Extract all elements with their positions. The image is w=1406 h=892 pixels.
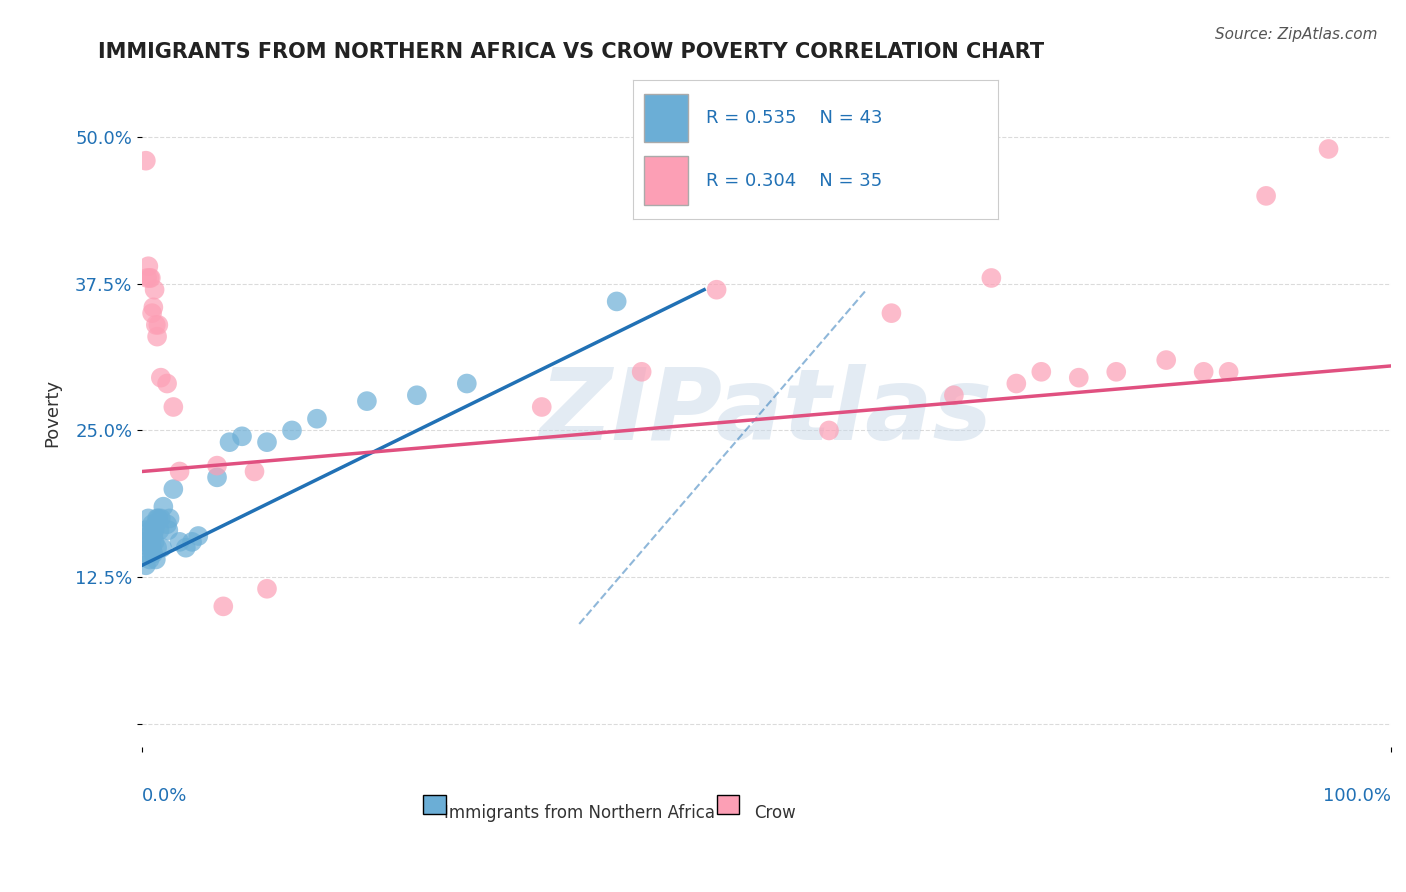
Point (181, 534, 204, 549)
Point (1005, 376, 1028, 391)
Point (243, 465, 266, 479)
Point (1031, 365, 1053, 379)
Point (356, 394, 378, 409)
Point (134, 534, 156, 549)
Text: R = 0.304    N = 35: R = 0.304 N = 35 (706, 171, 882, 189)
Point (305, 411, 328, 425)
Point (187, 529, 209, 543)
Point (456, 376, 478, 391)
Text: 0.0%: 0.0% (142, 788, 187, 805)
Point (162, 482, 184, 496)
Point (212, 599, 235, 614)
Point (218, 435, 240, 450)
Point (818, 424, 841, 438)
Text: IMMIGRANTS FROM NORTHERN AFRICA VS CROW POVERTY CORRELATION CHART: IMMIGRANTS FROM NORTHERN AFRICA VS CROW … (98, 42, 1045, 62)
Point (138, 259, 160, 273)
Point (146, 329, 169, 343)
Point (980, 271, 1002, 285)
Point (135, 523, 157, 537)
Point (143, 283, 166, 297)
Point (1192, 365, 1215, 379)
Point (149, 523, 172, 537)
Point (157, 523, 180, 537)
Point (145, 552, 167, 566)
Text: R = 0.535    N = 43: R = 0.535 N = 43 (706, 110, 883, 128)
Point (141, 306, 163, 320)
Point (139, 271, 162, 285)
Point (156, 376, 179, 391)
Point (149, 511, 172, 525)
Point (141, 541, 163, 555)
Point (606, 294, 628, 309)
FancyBboxPatch shape (644, 95, 688, 143)
Point (231, 429, 253, 443)
Point (142, 547, 165, 561)
Y-axis label: Poverty: Poverty (44, 379, 60, 447)
FancyBboxPatch shape (717, 796, 740, 814)
Point (142, 529, 165, 543)
Point (135, 153, 157, 168)
Point (942, 388, 965, 402)
Point (152, 500, 174, 514)
Point (159, 511, 181, 525)
Point (174, 541, 197, 555)
Point (169, 465, 191, 479)
Text: Immigrants from Northern Africa: Immigrants from Northern Africa (444, 804, 714, 822)
Point (281, 424, 304, 438)
Point (405, 388, 427, 402)
Point (146, 511, 169, 525)
FancyBboxPatch shape (423, 796, 446, 814)
Point (162, 400, 184, 414)
Point (136, 271, 159, 285)
Text: Source: ZipAtlas.com: Source: ZipAtlas.com (1215, 27, 1378, 42)
Point (148, 318, 170, 332)
Point (138, 529, 160, 543)
Point (143, 523, 166, 537)
Point (145, 318, 167, 332)
Point (1256, 189, 1278, 203)
Point (630, 365, 652, 379)
Point (145, 517, 167, 532)
Point (706, 283, 728, 297)
Point (169, 534, 191, 549)
Point (135, 558, 157, 573)
Point (1067, 370, 1090, 384)
Point (148, 511, 170, 525)
Point (1105, 365, 1128, 379)
Point (205, 458, 228, 473)
Point (141, 517, 163, 532)
Point (139, 534, 162, 549)
Point (1154, 353, 1177, 368)
Point (530, 400, 553, 414)
Text: 100.0%: 100.0% (1323, 788, 1391, 805)
Point (138, 271, 160, 285)
Point (256, 435, 278, 450)
Point (150, 541, 173, 555)
Point (205, 470, 228, 484)
Point (138, 511, 160, 525)
Point (880, 306, 903, 320)
Point (256, 582, 278, 596)
FancyBboxPatch shape (644, 156, 688, 204)
Point (136, 547, 159, 561)
Point (138, 552, 160, 566)
Point (143, 534, 166, 549)
Point (149, 370, 172, 384)
Text: Crow: Crow (754, 804, 796, 822)
Point (1218, 365, 1240, 379)
Point (1317, 142, 1340, 156)
Point (146, 541, 169, 555)
Text: ZIPatlas: ZIPatlas (540, 364, 993, 461)
Point (139, 523, 162, 537)
Point (156, 517, 179, 532)
Point (142, 300, 165, 314)
Point (138, 541, 160, 555)
